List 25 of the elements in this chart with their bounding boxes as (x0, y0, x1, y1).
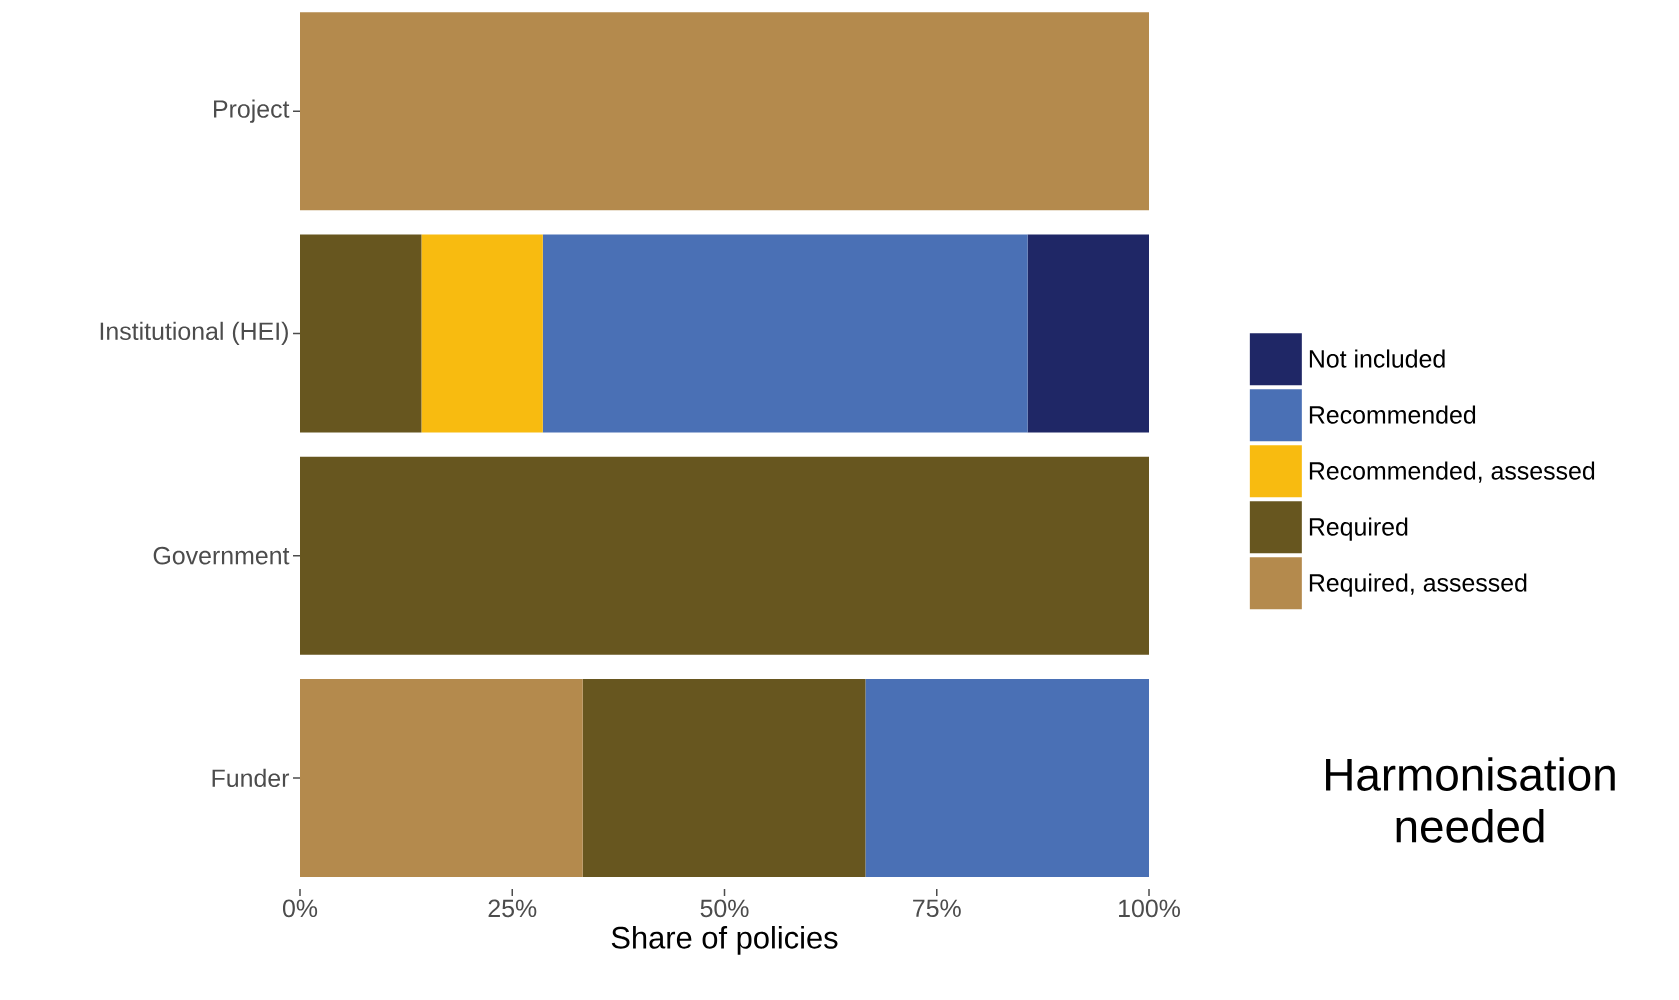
bar (542, 234, 1028, 433)
bar (421, 234, 543, 433)
legend-label: Recommended (1309, 405, 1476, 424)
legend-label: Recommended, assessed (1309, 461, 1595, 483)
x-tick-label: 0% (282, 899, 318, 918)
x-axis-title: Share of policies (611, 925, 838, 955)
bar (582, 678, 866, 877)
x-tick-label: 25% (488, 899, 537, 918)
text: Harmonisation needed (1326, 757, 1615, 843)
bar (300, 234, 422, 433)
legend-label: Required (1309, 517, 1408, 541)
y-tick-label: Institutional (HEI) (100, 321, 288, 345)
bar (300, 12, 1150, 211)
x-tick-label: 75% (913, 899, 961, 918)
y-tick-label: Government (153, 546, 290, 565)
legend-label: Not included (1309, 349, 1445, 368)
legend-label: Required, assessed (1309, 573, 1527, 597)
bar (865, 678, 1150, 877)
y-tick-label: Project (214, 99, 290, 123)
bar (1027, 234, 1150, 433)
y-tick-label: Funder (212, 768, 290, 788)
bar (300, 678, 583, 877)
x-tick-label: 50% (700, 899, 749, 918)
x-tick-label: 100% (1119, 899, 1180, 918)
bar (300, 456, 1150, 655)
